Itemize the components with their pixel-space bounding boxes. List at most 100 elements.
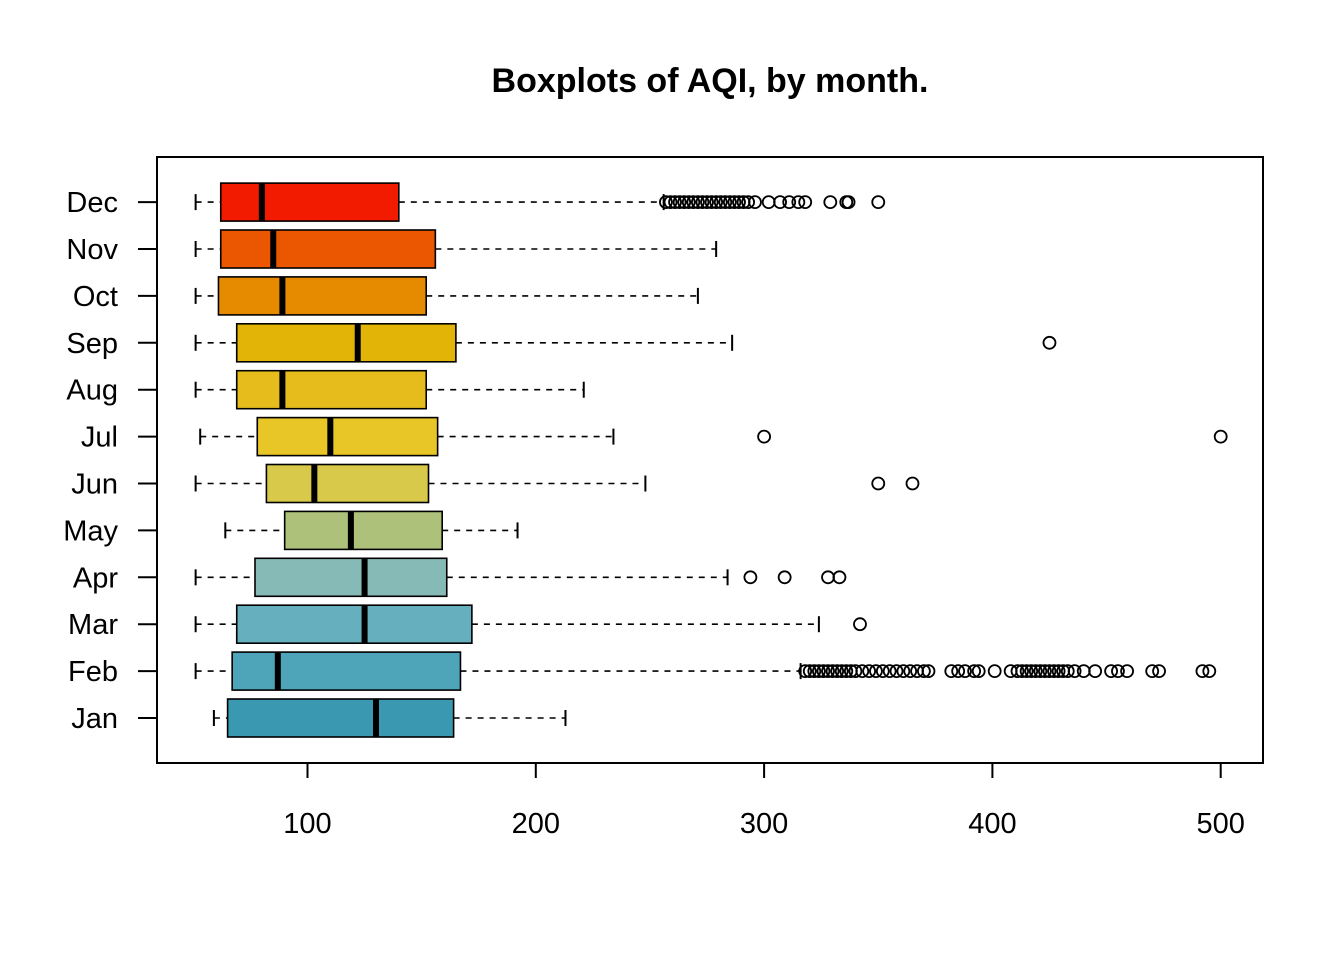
y-tick-label-jul: Jul [81,422,118,454]
box-group-jul [199,416,1228,457]
outlier-point-feb [1195,664,1210,678]
outlier-point-feb [1067,664,1082,678]
y-tick-label-aug: Aug [66,375,118,407]
outlier-point-feb [1076,664,1091,678]
y-tick-label-nov: Nov [66,234,118,266]
y-tick-label-dec: Dec [66,187,118,219]
outlier-point-dec [798,195,813,210]
outlier-point-dec [741,195,756,210]
box-aug [235,369,428,410]
box-group-dec [194,182,886,222]
x-tick-label: 500 [1197,808,1245,840]
box-mar [235,604,473,645]
outlier-point-feb [1111,664,1125,678]
outlier-point-dec [732,195,746,210]
outlier-point-dec [663,195,678,210]
y-tick-label-sep: Sep [66,328,118,360]
y-tick-label-jan: Jan [71,703,118,735]
outlier-point-dec [722,195,737,210]
outlier-point-feb [944,664,959,678]
outlier-point-feb [798,664,813,678]
outlier-point-dec [686,195,701,210]
y-tick-label-apr: Apr [73,562,118,594]
outlier-point-feb [1015,664,1029,678]
outlier-point-feb [848,664,863,678]
box-apr [254,557,448,598]
outlier-point-feb [1028,664,1043,678]
outlier-point-dec [713,195,728,210]
outlier-point-dec [700,195,714,210]
box-feb [231,651,462,691]
outlier-point-feb [869,664,883,678]
y-tick-label-feb: Feb [68,656,118,688]
outlier-point-feb [1088,664,1103,678]
outlier-point-feb [839,664,854,678]
outlier-point-feb [921,664,936,678]
outlier-point-feb [830,664,845,678]
outlier-point-feb [903,664,918,678]
outlier-point-feb [1038,664,1052,678]
outlier-point-dec [695,195,710,210]
box-dec [219,182,400,222]
outlier-point-dec [871,195,886,210]
outlier-point-feb [987,664,1002,678]
box-nov [219,229,437,269]
boxplot-series [194,182,1228,738]
x-axis: 100 200 300 400 500 [283,762,1245,840]
y-tick-label-oct: Oct [73,281,118,313]
outlier-point-feb [875,664,890,678]
outlier-point-dec [761,195,776,210]
outlier-point-dec [748,195,762,210]
box-group-may [224,510,519,551]
box-jul [256,416,439,457]
outlier-point-dec [718,195,733,210]
outlier-point-feb [834,664,849,678]
outlier-point-feb [889,664,904,678]
outlier-point-feb [1051,664,1066,678]
box-group-oct [194,276,699,316]
outlier-point-dec [727,195,742,210]
box-group-sep [194,322,1057,363]
outlier-point-feb [958,664,972,678]
box-oct [217,276,428,316]
outlier-point-apr [832,570,847,585]
outlier-point-feb [1042,664,1057,678]
outlier-point-mar [853,617,867,632]
outlier-point-dec [841,195,856,210]
outlier-point-apr [821,570,835,585]
outlier-point-dec [782,195,797,210]
outlier-point-feb [882,664,897,678]
outlier-point-apr [743,570,758,585]
outlier-point-feb [1060,664,1075,678]
outlier-point-dec [709,195,724,210]
outlier-point-feb [951,664,966,678]
outlier-point-jul [1213,429,1228,444]
chart-title: Boxplots of AQI, by month. [492,62,929,100]
box-group-apr [194,557,847,598]
outlier-point-feb [917,664,931,678]
x-tick-label: 300 [740,808,788,840]
outlier-point-dec [672,195,687,210]
outlier-point-feb [1202,664,1217,678]
outlier-point-feb [967,664,982,678]
box-may [283,510,443,551]
outlier-point-feb [862,664,877,678]
outlier-point-feb [811,664,826,678]
x-tick-label: 100 [283,808,331,840]
x-tick-label: 400 [968,808,1016,840]
outlier-point-feb [971,664,986,678]
outlier-point-feb [821,664,835,678]
outlier-point-apr [777,570,792,585]
outlier-point-dec [704,195,719,210]
y-tick-label-mar: Mar [68,609,118,641]
outlier-point-feb [825,664,840,678]
outlier-point-feb [816,664,831,678]
outlier-point-dec [690,195,705,210]
outlier-point-dec [791,195,806,210]
y-axis: Jan Feb Mar Apr May Jun Jul Aug Sep Oct Nov Dec [63,187,158,735]
outlier-point-dec [681,195,696,210]
outlier-point-feb [1047,664,1061,678]
outlier-point-jun [905,476,920,491]
box-group-feb [194,651,1217,691]
outlier-point-feb [1145,664,1160,678]
